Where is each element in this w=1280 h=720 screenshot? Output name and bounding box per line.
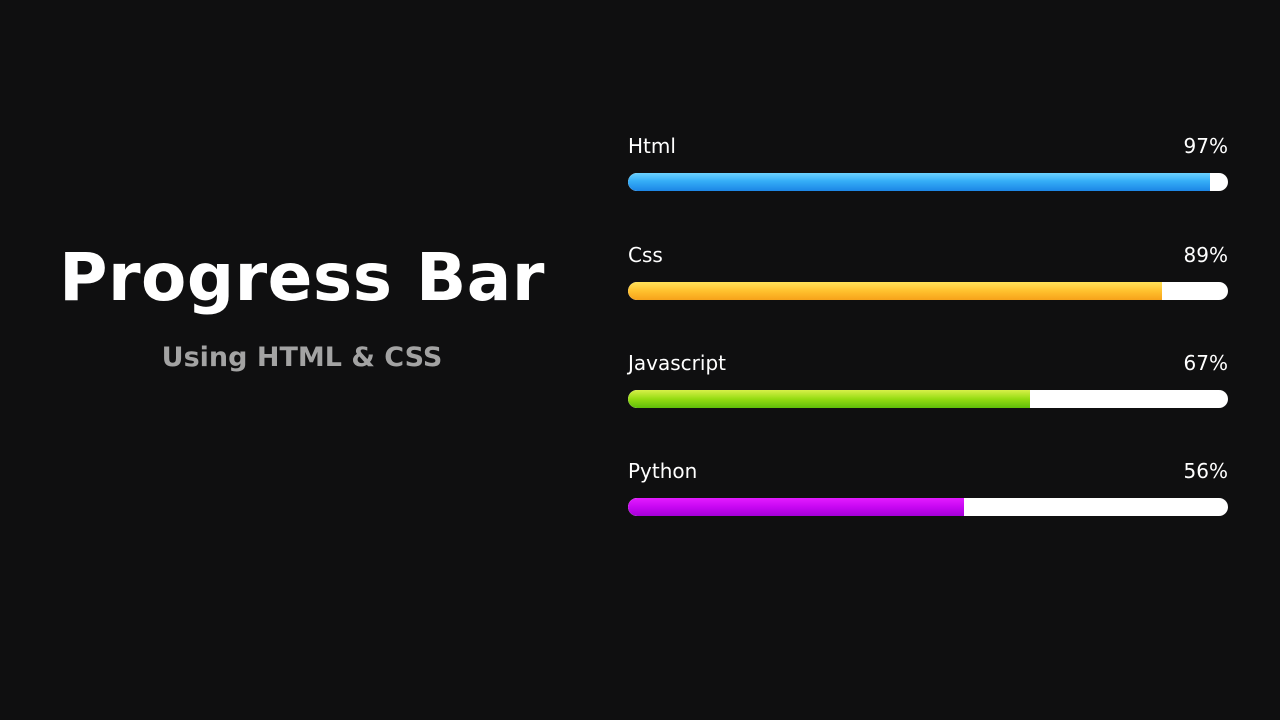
skill-label: Html	[628, 134, 676, 158]
skill-label: Css	[628, 243, 663, 267]
page-title: Progress Bar	[59, 239, 545, 316]
page-subtitle: Using HTML & CSS	[161, 342, 443, 373]
skill-percent: 89%	[1183, 243, 1228, 267]
progress-fill	[628, 282, 1162, 300]
skill-label: Python	[628, 459, 698, 483]
progress-track	[628, 282, 1228, 300]
progress-track	[628, 173, 1228, 191]
progress-fill	[628, 390, 1030, 408]
skill-javascript: Javascript 67%	[628, 348, 1228, 408]
title-block: Progress Bar Using HTML & CSS	[0, 0, 604, 720]
skill-python: Python 56%	[628, 456, 1228, 516]
progress-fill	[628, 173, 1210, 191]
skill-percent: 67%	[1183, 351, 1228, 375]
skill-html: Html 97%	[628, 131, 1228, 191]
skill-css: Css 89%	[628, 240, 1228, 300]
skill-percent: 56%	[1183, 459, 1228, 483]
skill-label: Javascript	[628, 351, 726, 375]
progress-fill	[628, 498, 964, 516]
progress-track	[628, 390, 1228, 408]
progress-track	[628, 498, 1228, 516]
skill-percent: 97%	[1183, 134, 1228, 158]
